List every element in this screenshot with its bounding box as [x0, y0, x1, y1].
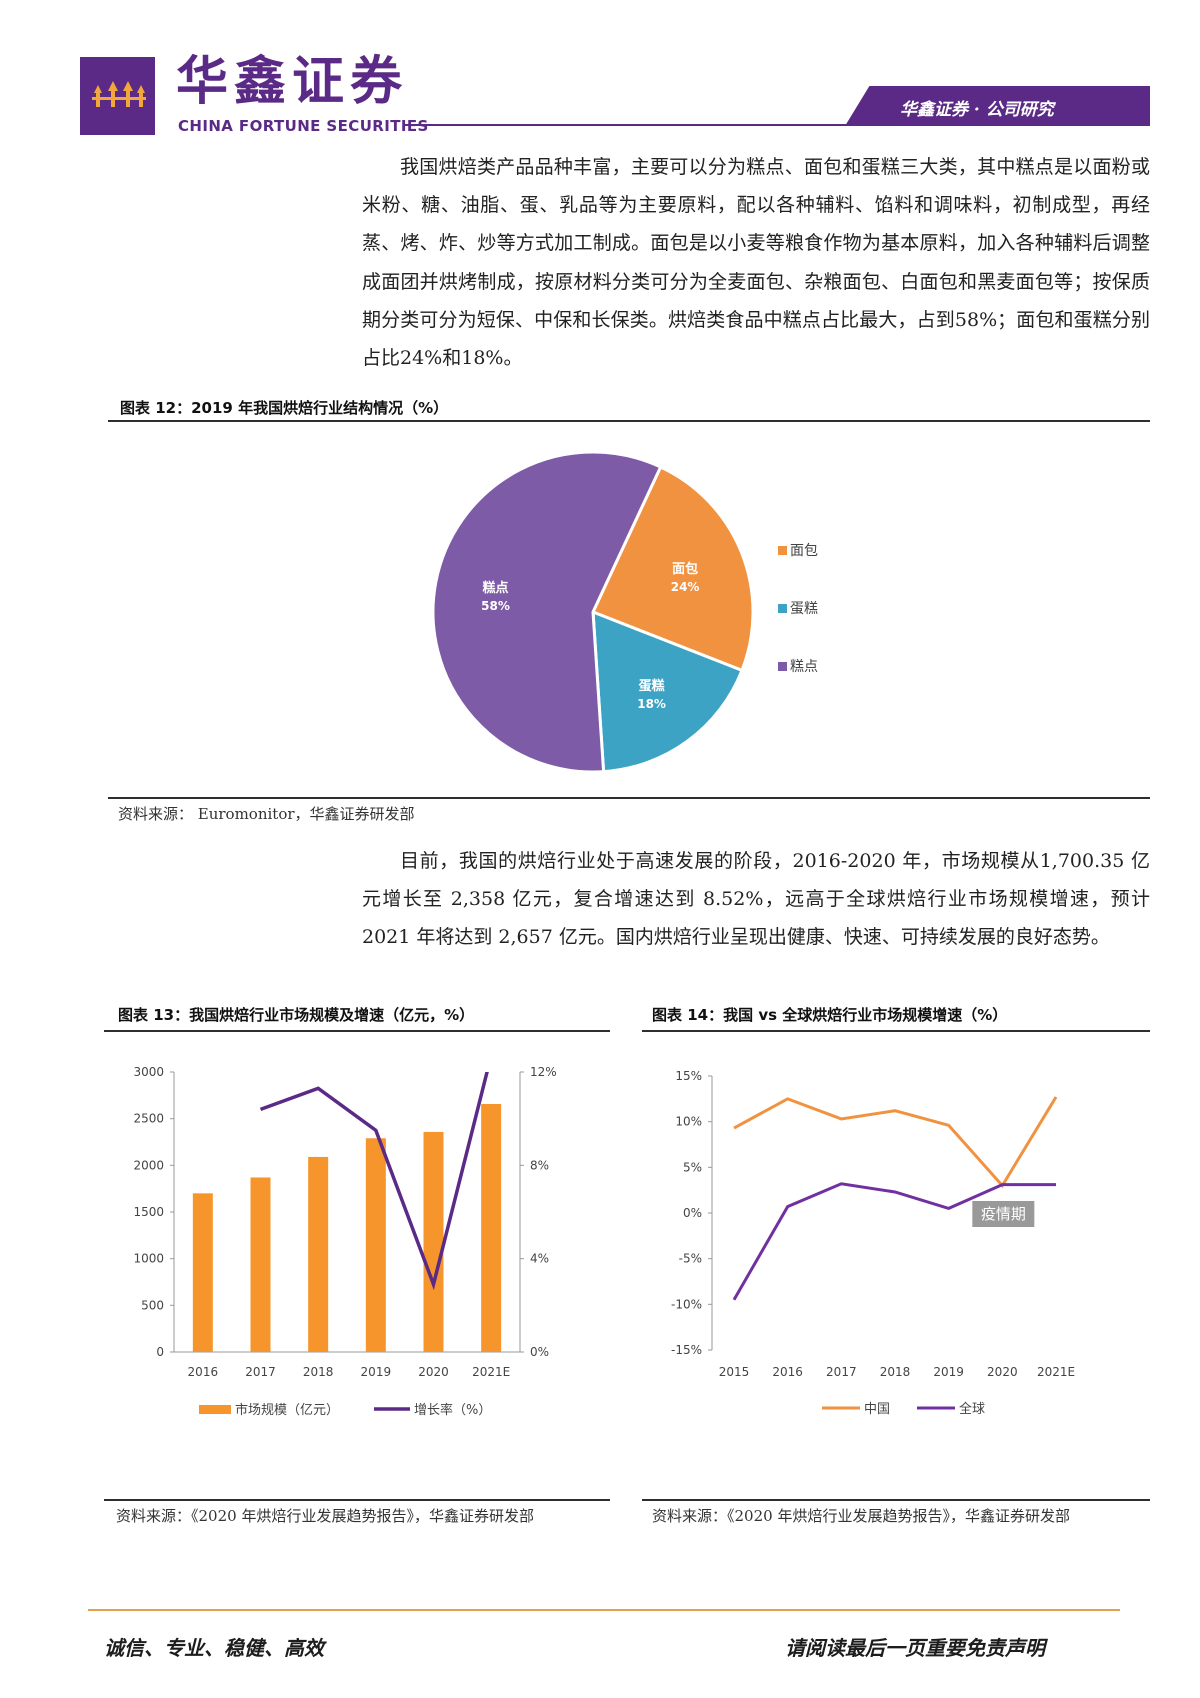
pie-legend-swatch-2	[778, 662, 787, 671]
bar-2016	[192, 1193, 213, 1352]
bar-2019	[365, 1138, 386, 1352]
pie-slice-2	[431, 450, 663, 774]
figure-12-source: 资料来源： Euromonitor，华鑫证券研发部	[118, 805, 415, 823]
left-tick-label: 3000	[133, 1065, 164, 1079]
pie-label-2: 糕点	[481, 580, 508, 596]
pie-slice-1	[591, 609, 744, 774]
pie-legend-label-0: 面包	[790, 543, 818, 559]
figure-13-source: 资料来源：《2020 年烘焙行业发展趋势报告》，华鑫证券研发部	[116, 1507, 534, 1525]
figure-13-title: 图表 13：我国烘焙行业市场规模及增速（亿元，%）	[118, 1006, 475, 1024]
right-tick-label: 0%	[530, 1345, 549, 1359]
left-tick-label: 500	[141, 1298, 164, 1312]
x-tick-label: 2020	[418, 1365, 449, 1379]
x-tick-label: 2018	[880, 1365, 911, 1379]
right-tick-label: 12%	[530, 1065, 557, 1079]
series-line-0	[733, 1096, 1058, 1189]
bar-2021E	[481, 1104, 502, 1352]
x-tick-label: 2019	[933, 1365, 964, 1379]
pie-value-label-0: 24%	[671, 580, 700, 594]
x-tick-label: 2020	[987, 1365, 1018, 1379]
x-tick-label: 2016	[772, 1365, 803, 1379]
pie-label-1: 蛋糕	[639, 678, 665, 694]
pie-legend-label-1: 蛋糕	[790, 601, 818, 617]
bar-2017	[250, 1177, 271, 1352]
bar-2018	[308, 1156, 329, 1352]
figure-13-bottom-rule	[104, 1499, 610, 1501]
y-tick-label: -15%	[671, 1343, 702, 1357]
footer-disclaimer-note: 请阅读最后一页重要免责声明	[785, 1636, 1045, 1660]
figure-12-bottom-rule	[108, 797, 1150, 799]
pie-slice-0	[590, 464, 755, 673]
logo-mark	[80, 57, 155, 135]
y-tick-label: 0%	[683, 1206, 702, 1220]
line-chart: -15% -10% -5% 0% 5% 10% 15% 2015 2016 2017 2018 201…	[671, 1069, 1075, 1417]
x-tick-label: 2017	[245, 1365, 276, 1379]
figure-14-bottom-rule	[642, 1499, 1150, 1501]
header-tag-banner	[845, 86, 1150, 126]
legend-label-bars: 市场规模（亿元）	[235, 1402, 339, 1418]
legend-label-line: 增长率（%）	[414, 1402, 491, 1418]
company-logo-english: CHINA FORTUNE SECURITIES	[178, 117, 429, 135]
flame-figures-icon	[92, 81, 146, 107]
x-tick-label: 2017	[826, 1365, 857, 1379]
x-tick-label: 2021E	[472, 1365, 510, 1379]
pie-value-label-2: 58%	[481, 599, 510, 613]
pie-label-0: 面包	[672, 561, 698, 577]
growth-rate-line	[259, 1072, 489, 1291]
figure-12-top-rule	[108, 420, 1150, 422]
footer-rule	[88, 1609, 1120, 1611]
figure-13-top-rule	[104, 1030, 610, 1032]
annotation-label: 疫情期	[981, 1205, 1026, 1223]
left-tick-label: 2500	[133, 1112, 164, 1126]
x-tick-label: 2019	[361, 1365, 392, 1379]
left-tick-label: 1500	[133, 1205, 164, 1219]
bar-2020	[423, 1131, 444, 1352]
company-logo-text: 华鑫证券	[176, 51, 409, 112]
figure-14-title: 图表 14：我国 vs 全球烘焙行业市场规模增速（%）	[652, 1006, 1008, 1024]
x-tick-label: 2015	[719, 1365, 750, 1379]
header-tag-text: 华鑫证券 · 公司研究	[900, 100, 1054, 120]
market-paragraph: 目前，我国的烘焙行业处于高速发展的阶段，2016-2020 年，市场规模从1,7…	[362, 850, 1150, 949]
legend-label-1: 全球	[959, 1401, 985, 1417]
intro-paragraph: 我国烘焙类产品品种丰富，主要可以分为糕点、面包和蛋糕三大类，其中糕点是以面粉或米…	[362, 156, 1150, 370]
y-tick-label: 5%	[683, 1160, 702, 1174]
bar-line-combo-chart: 0 500 1000 1500 2000 2500 3000 0% 4% 8% 12% 2016 201…	[133, 1065, 557, 1418]
footer-motto: 诚信、专业、稳健、高效	[104, 1636, 324, 1660]
x-tick-label: 2018	[303, 1365, 334, 1379]
y-tick-label: -5%	[679, 1252, 702, 1266]
right-tick-label: 8%	[530, 1158, 549, 1172]
pie-value-label-1: 18%	[637, 697, 666, 711]
pie-legend-swatch-1	[778, 604, 787, 613]
figure-12-title: 图表 12：2019 年我国烘焙行业结构情况（%）	[120, 399, 449, 417]
x-tick-label: 2021E	[1037, 1365, 1075, 1379]
legend-swatch-bars	[199, 1405, 231, 1414]
left-tick-label: 2000	[133, 1158, 164, 1172]
pie-legend-label-2: 糕点	[790, 659, 818, 675]
y-tick-label: 10%	[675, 1115, 702, 1129]
figure-14-top-rule	[642, 1030, 1150, 1032]
legend-label-0: 中国	[864, 1402, 890, 1417]
header-rule	[405, 124, 1150, 126]
annotation-box	[972, 1201, 1035, 1227]
series-line-1	[732, 1182, 1056, 1301]
x-tick-label: 2016	[188, 1365, 219, 1379]
right-tick-label: 4%	[530, 1252, 549, 1266]
y-tick-label: 15%	[675, 1069, 702, 1083]
pie-legend-swatch-0	[778, 546, 787, 555]
y-tick-label: -10%	[671, 1297, 702, 1311]
figure-14-source: 资料来源：《2020 年烘焙行业发展趋势报告》，华鑫证券研发部	[652, 1507, 1070, 1525]
left-tick-label: 1000	[133, 1252, 164, 1266]
left-tick-label: 0	[156, 1345, 164, 1359]
